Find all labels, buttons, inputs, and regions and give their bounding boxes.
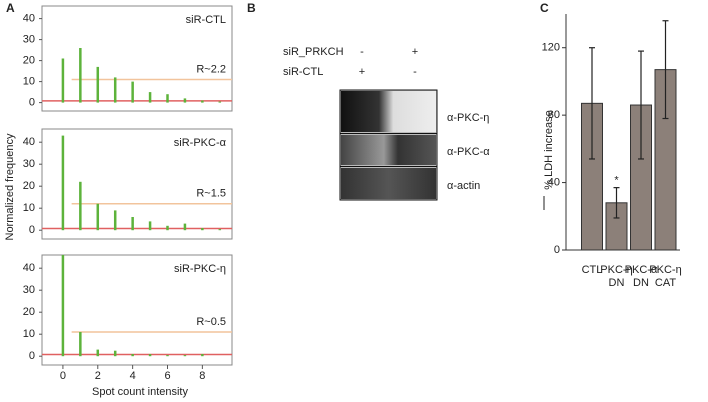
ratio-label: R~0.5 xyxy=(196,316,226,328)
panel-label: C xyxy=(540,1,549,15)
plot-annotation: siR-PKC-α xyxy=(174,137,227,149)
x-tick-label: 6 xyxy=(164,370,170,382)
bar xyxy=(148,92,152,103)
y-tick-label: 30 xyxy=(23,284,35,296)
bar xyxy=(201,228,204,231)
bar xyxy=(79,48,82,103)
x-tick-label: 8 xyxy=(199,370,205,382)
bar xyxy=(201,100,204,103)
y-tick-label: 0 xyxy=(554,244,560,256)
blot-sign: + xyxy=(412,46,418,58)
bar xyxy=(96,66,100,103)
plot-annotation: siR-CTL xyxy=(186,14,226,26)
band-label: α-PKC-η xyxy=(447,112,489,124)
x-tick-line: PKC-η xyxy=(600,264,632,276)
y-tick-label: 40 xyxy=(23,136,35,148)
bar xyxy=(131,81,134,103)
x-tick-line: PKC-α xyxy=(625,264,658,276)
y-tick-label: 10 xyxy=(23,202,35,214)
bar xyxy=(218,229,222,231)
y-tick-label: 120 xyxy=(542,42,560,54)
bar xyxy=(183,98,187,103)
blot-sign: - xyxy=(360,46,364,58)
bar xyxy=(131,217,134,231)
x-tick-line: DN xyxy=(633,277,649,289)
bar xyxy=(61,135,65,231)
bar xyxy=(183,223,187,231)
error-bar xyxy=(589,47,595,160)
x-tick-label: CTL xyxy=(582,264,603,276)
y-axis-label: Normalized frequency xyxy=(4,133,16,240)
bar xyxy=(61,58,65,103)
bar xyxy=(166,355,169,357)
blot-sign: - xyxy=(413,66,417,78)
bar xyxy=(96,203,100,231)
error-bar xyxy=(662,20,669,120)
band-label: α-actin xyxy=(447,180,480,192)
x-tick-line: PKC-η xyxy=(649,264,681,276)
x-tick-line: CTL xyxy=(582,264,603,276)
ratio-label: R~1.5 xyxy=(196,188,226,200)
blot-sign: + xyxy=(359,66,365,78)
blot-band xyxy=(341,168,436,199)
x-tick-label: PKC-η CAT xyxy=(649,264,681,289)
y-tick-label: 20 xyxy=(23,180,35,192)
bar xyxy=(131,354,134,357)
plot-frame xyxy=(41,254,233,366)
bar xyxy=(166,225,169,231)
x-tick-line: DN xyxy=(609,277,625,289)
plot-frame xyxy=(41,128,233,240)
bar xyxy=(148,221,152,231)
bar xyxy=(166,94,169,103)
y-tick-label: 20 xyxy=(23,306,35,318)
y-axis-label: % LDH increase xyxy=(543,110,555,189)
y-tick-label: 30 xyxy=(23,158,35,170)
x-axis-label: Spot count intensity xyxy=(92,386,189,398)
blot-band xyxy=(341,135,436,165)
blot-row-label: siR_PRKCH xyxy=(283,46,344,58)
x-tick-line: CAT xyxy=(655,277,676,289)
bar xyxy=(61,255,65,357)
x-tick-label: PKC-α DN xyxy=(625,264,658,289)
error-bar xyxy=(613,187,620,219)
y-tick-label: 30 xyxy=(23,34,35,46)
bar xyxy=(79,332,82,357)
bar xyxy=(148,354,152,357)
y-tick-label: 0 xyxy=(29,224,35,236)
y-tick-label: 10 xyxy=(23,76,35,88)
bar xyxy=(201,354,204,357)
bar xyxy=(113,77,117,103)
bar xyxy=(113,210,117,231)
plot-frame xyxy=(41,5,233,112)
bar xyxy=(79,181,82,231)
bar xyxy=(113,350,117,357)
x-tick-label: 0 xyxy=(60,370,66,382)
bar xyxy=(96,349,100,357)
y-tick-label: 40 xyxy=(23,13,35,25)
y-tick-label: 10 xyxy=(23,328,35,340)
error-bar xyxy=(638,50,644,160)
blot-row-label: siR-CTL xyxy=(283,66,323,78)
bar xyxy=(183,355,187,357)
x-tick-label: PKC-η DN xyxy=(600,264,632,289)
x-tick-label: 4 xyxy=(130,370,136,382)
plot-annotation: siR-PKC-η xyxy=(174,263,226,275)
panel-label: A xyxy=(6,1,15,15)
y-tick-label: 0 xyxy=(29,350,35,362)
x-tick-label: 2 xyxy=(95,370,101,382)
y-tick-label: 20 xyxy=(23,55,35,67)
y-tick-label: 40 xyxy=(23,262,35,274)
y-tick-label: 40 xyxy=(548,176,560,188)
band-label: α-PKC-α xyxy=(447,146,490,158)
panel-label: B xyxy=(247,1,256,15)
blot-band xyxy=(341,91,436,132)
bar xyxy=(218,101,222,103)
y-tick-label: 80 xyxy=(548,109,560,121)
ratio-label: R~2.2 xyxy=(196,63,226,75)
significance-mark: * xyxy=(614,175,619,187)
y-tick-label: 0 xyxy=(29,97,35,109)
